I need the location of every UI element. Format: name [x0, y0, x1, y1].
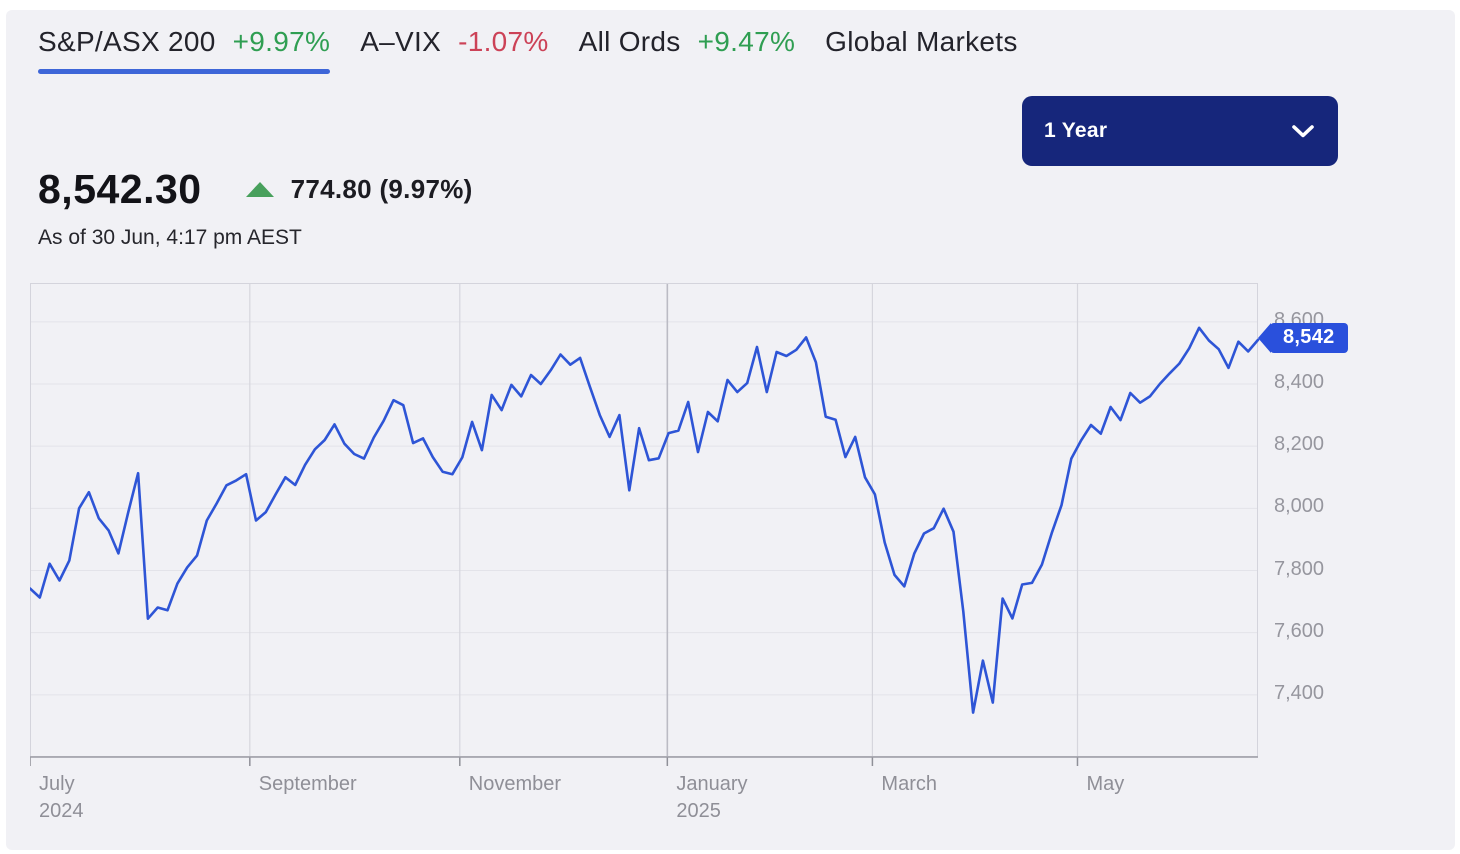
y-axis-tick-label: 7,400	[1274, 681, 1325, 704]
current-price-tag: 8,542	[1270, 322, 1348, 353]
x-axis-tick-label: May	[1086, 773, 1125, 795]
up-triangle-icon	[245, 182, 274, 197]
chart-plot	[28, 283, 1260, 766]
index-tabs: S&P/ASX 200 +9.97% A–VIX -1.07% All Ords +9.4…	[38, 26, 1018, 74]
index-change: 774.80 (9.97%)	[290, 174, 473, 204]
quote-row: 8,542.30 774.80 (9.97%)	[38, 166, 473, 213]
index-price: 8,542.30	[38, 166, 202, 212]
x-axis-tick-label: July 2024	[39, 773, 84, 822]
price-line	[28, 326, 1260, 714]
tab-all-ords[interactable]: All Ords +9.47%	[579, 26, 796, 74]
time-range-dropdown[interactable]: 1 Year	[1022, 96, 1338, 166]
x-axis-tick-label: March	[881, 773, 937, 795]
tab-change-percent: +9.47%	[697, 26, 796, 57]
active-tab-underline	[38, 69, 331, 74]
chevron-down-icon	[1292, 124, 1314, 137]
x-axis-tick-label: November	[468, 773, 562, 795]
tab-global-markets[interactable]: Global Markets	[825, 26, 1018, 74]
y-axis-tick-label: 8,400	[1274, 371, 1325, 394]
time-range-value: 1 Year	[1044, 119, 1108, 142]
plot-border	[30, 283, 1258, 757]
tab-s-p-asx-200[interactable]: S&P/ASX 200 +9.97%	[38, 26, 331, 74]
tab-label: S&P/ASX 200	[38, 26, 216, 57]
tab-label: Global Markets	[825, 26, 1018, 57]
tab-label: A–VIX	[360, 26, 442, 57]
y-axis-tick-label: 7,800	[1274, 557, 1325, 580]
y-axis-tick-label: 7,600	[1274, 619, 1325, 642]
y-axis-tick-label: 8,200	[1274, 433, 1325, 456]
y-axis-tick-label: 8,000	[1274, 495, 1325, 518]
as-of-timestamp: As of 30 Jun, 4:17 pm AEST	[38, 226, 302, 249]
tab-change-percent: -1.07%	[458, 26, 549, 57]
x-axis-tick-label: September	[258, 773, 357, 795]
tab-label: All Ords	[578, 26, 681, 57]
tab-a-vix[interactable]: A–VIX -1.07%	[360, 26, 548, 74]
x-axis-tick-label: January 2025	[676, 773, 748, 822]
price-chart[interactable]: 8,600 8,400 8,200 8,000 7,800 7,600 7,400 July…	[28, 283, 1430, 843]
tab-change-percent: +9.97%	[232, 26, 331, 57]
